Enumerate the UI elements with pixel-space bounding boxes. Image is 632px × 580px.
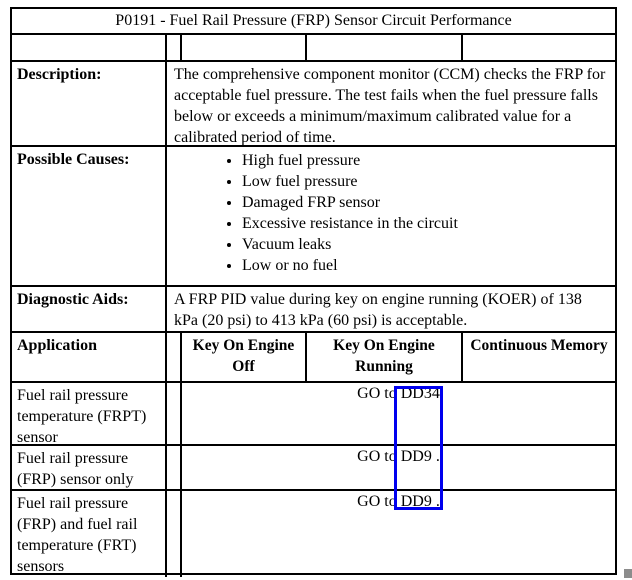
table-row: Fuel rail pressure temperature (FRPT) se… — [12, 383, 615, 446]
diagnostic-aids-text: A FRP PID value during key on engine run… — [174, 291, 582, 329]
header-spacer-cell — [167, 333, 182, 381]
dtc-info-table: P0191 - Fuel Rail Pressure (FRP) Sensor … — [10, 7, 617, 577]
title-row: P0191 - Fuel Rail Pressure (FRP) Sensor … — [12, 9, 615, 35]
application-cell: Fuel rail pressure (FRP) sensor only — [12, 446, 167, 489]
go-to-text: GO to — [357, 448, 401, 465]
action-cell: GO to DD9 . — [182, 491, 615, 577]
go-to-link[interactable]: DD9 — [400, 448, 432, 465]
empty-cell — [463, 35, 615, 60]
spacer-cell — [167, 446, 182, 489]
description-text: The comprehensive component monitor (CCM… — [174, 66, 606, 145]
empty-cell — [182, 35, 307, 60]
possible-causes-cell: High fuel pressure Low fuel pressure Dam… — [167, 147, 615, 285]
header-key-on-engine-running: Key On Engine Running — [307, 333, 463, 381]
header-continuous-memory: Continuous Memory — [470, 337, 608, 354]
table-row: Fuel rail pressure (FRP) and fuel rail t… — [12, 491, 615, 577]
table-title: P0191 - Fuel Rail Pressure (FRP) Sensor … — [115, 12, 512, 29]
header-key-on-engine-off: Key On Engine Off — [182, 333, 307, 381]
cause-item: Low or no fuel — [242, 255, 607, 276]
possible-causes-row: Possible Causes: High fuel pressure Low … — [12, 147, 615, 287]
spacer-cell — [167, 383, 182, 444]
possible-causes-label: Possible Causes: — [12, 147, 167, 285]
column-header-row: Application Key On Engine Off Key On Eng… — [12, 333, 615, 383]
application-cell: Fuel rail pressure (FRP) and fuel rail t… — [12, 491, 167, 577]
description-row: Description: The comprehensive component… — [12, 62, 615, 147]
cause-item: Low fuel pressure — [242, 171, 607, 192]
cause-item: Excessive resistance in the circuit — [242, 213, 607, 234]
header-application: Application — [12, 333, 167, 381]
go-to-link[interactable]: DD9 — [400, 493, 432, 510]
empty-cell — [167, 35, 182, 60]
cause-item: High fuel pressure — [242, 150, 607, 171]
scroll-corner-artifact — [624, 569, 632, 578]
description-label: Description: — [12, 62, 167, 145]
cause-item: Damaged FRP sensor — [242, 192, 607, 213]
diagnostic-aids-label: Diagnostic Aids: — [12, 287, 167, 331]
table-row: Fuel rail pressure (FRP) sensor only GO … — [12, 446, 615, 491]
empty-row — [12, 35, 615, 62]
action-cell: GO to DD9 . — [182, 446, 615, 489]
application-cell: Fuel rail pressure temperature (FRPT) se… — [12, 383, 167, 444]
go-to-link[interactable]: DD34 — [400, 385, 440, 402]
cause-item: Vacuum leaks — [242, 234, 607, 255]
go-to-suffix: . — [431, 493, 440, 510]
action-cell: GO to DD34 — [182, 383, 615, 444]
empty-cell — [12, 35, 167, 60]
empty-cell — [307, 35, 463, 60]
go-to-text: GO to — [357, 493, 401, 510]
diagnostic-aids-row: Diagnostic Aids: A FRP PID value during … — [12, 287, 615, 333]
possible-causes-list: High fuel pressure Low fuel pressure Dam… — [174, 150, 607, 276]
go-to-text: GO to — [357, 385, 401, 402]
go-to-suffix: . — [431, 448, 440, 465]
spacer-cell — [167, 491, 182, 577]
